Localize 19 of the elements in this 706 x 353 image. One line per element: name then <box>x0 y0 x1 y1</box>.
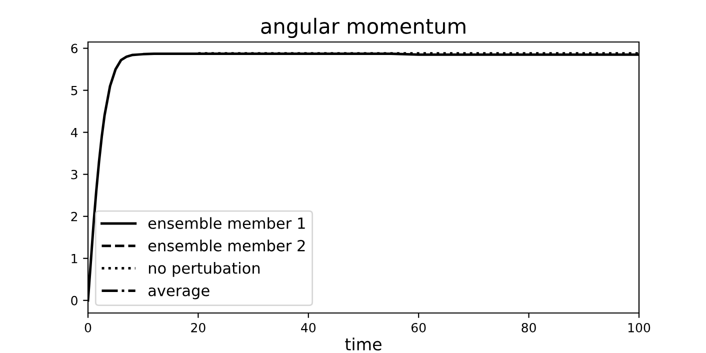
y-tick-label: 1 <box>72 254 78 264</box>
y-tick-label: 5 <box>71 86 78 96</box>
y-tick-label: 4 <box>70 128 78 138</box>
y-tick-label: 6 <box>71 44 78 54</box>
x-tick-label: 80 <box>522 322 536 332</box>
y-tick-label: 3 <box>71 170 78 180</box>
x-tick-label: 100 <box>628 322 650 332</box>
x-tick-label: 20 <box>191 322 206 332</box>
x-tick-label: 0 <box>84 322 92 332</box>
legend-label: no pertubation <box>148 262 260 277</box>
x-tick-label: 60 <box>412 322 426 332</box>
y-tick-label: 0 <box>71 296 78 306</box>
legend-label: average <box>148 288 210 300</box>
chart-title: angular momentum <box>261 18 466 38</box>
legend-label: ensemble member 1 <box>148 217 305 230</box>
x-tick-label: 40 <box>301 322 316 332</box>
y-tick-label: 2 <box>71 212 78 222</box>
legend-label: ensemble member 2 <box>148 240 305 252</box>
x-axis-title: time <box>345 338 382 350</box>
